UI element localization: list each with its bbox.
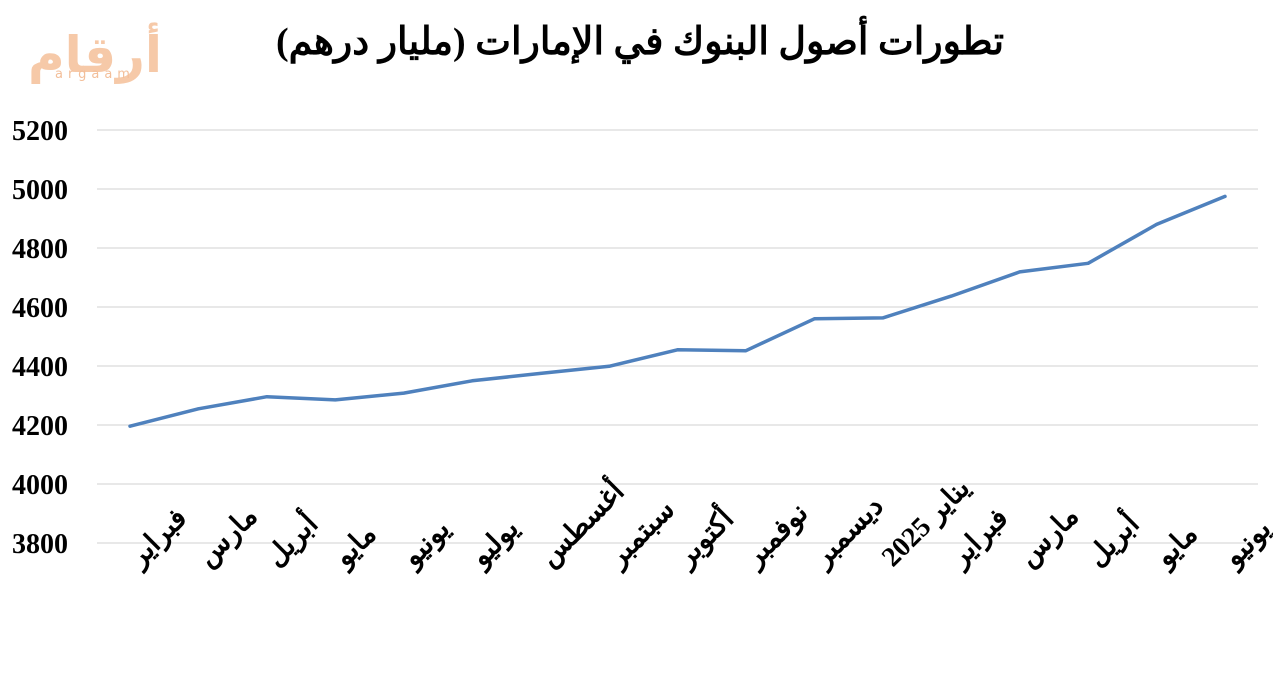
y-tick-label: 3800 — [12, 529, 68, 560]
x-tick-label: أبريل — [257, 506, 325, 574]
x-tick-label: يونيو — [395, 513, 457, 575]
data-point — [607, 364, 611, 368]
y-tick-label: 4800 — [12, 234, 68, 265]
y-tick-label: 4600 — [12, 293, 68, 324]
x-tick-label: نوفمبر — [738, 497, 816, 575]
logo-arabic-text: أرقام — [28, 22, 162, 84]
data-point — [812, 317, 816, 321]
data-point — [1155, 222, 1159, 226]
y-tick-label: 5200 — [12, 116, 68, 147]
y-tick-label: 4000 — [12, 470, 68, 501]
data-point — [333, 398, 337, 402]
data-point — [1018, 270, 1022, 274]
x-tick-label: مارس — [191, 501, 264, 574]
data-point — [1086, 261, 1090, 265]
y-tick-label: 5000 — [12, 175, 68, 206]
data-point — [196, 407, 200, 411]
logo-latin-text: argaam — [55, 67, 135, 82]
data-point — [1223, 194, 1227, 198]
argaam-logo: أرقام argaam — [28, 22, 162, 84]
data-point — [676, 348, 679, 352]
data-point — [539, 371, 543, 375]
data-point — [402, 391, 406, 395]
data-point — [949, 294, 953, 298]
series-layer — [128, 194, 1227, 428]
data-point — [128, 424, 132, 428]
y-tick-label: 4400 — [12, 352, 68, 383]
series-line — [128, 194, 1227, 428]
data-point — [881, 316, 885, 320]
chart-title: تطورات أصول البنوك في الإمارات (مليار در… — [276, 15, 1004, 65]
data-point — [744, 349, 748, 353]
x-tick-label: مايو — [1148, 519, 1204, 575]
data-point — [265, 395, 269, 399]
x-tick-label: أكتوبر — [666, 501, 740, 575]
y-axis-ticks: 3800 4000 4200 4400 4600 4800 5000 5200 — [12, 116, 68, 560]
gridlines — [97, 129, 1258, 544]
data-point — [470, 379, 474, 383]
x-tick-label: فبراير — [122, 503, 194, 575]
x-tick-label: يوليو — [464, 513, 526, 575]
x-tick-label: مارس — [1013, 501, 1086, 574]
y-tick-label: 4200 — [12, 411, 68, 442]
x-tick-label: ديسمبر — [806, 491, 890, 575]
x-tick-label: مايو — [327, 519, 383, 575]
x-tick-label: أبريل — [1078, 506, 1146, 574]
x-tick-label: يونيو — [1217, 513, 1273, 575]
